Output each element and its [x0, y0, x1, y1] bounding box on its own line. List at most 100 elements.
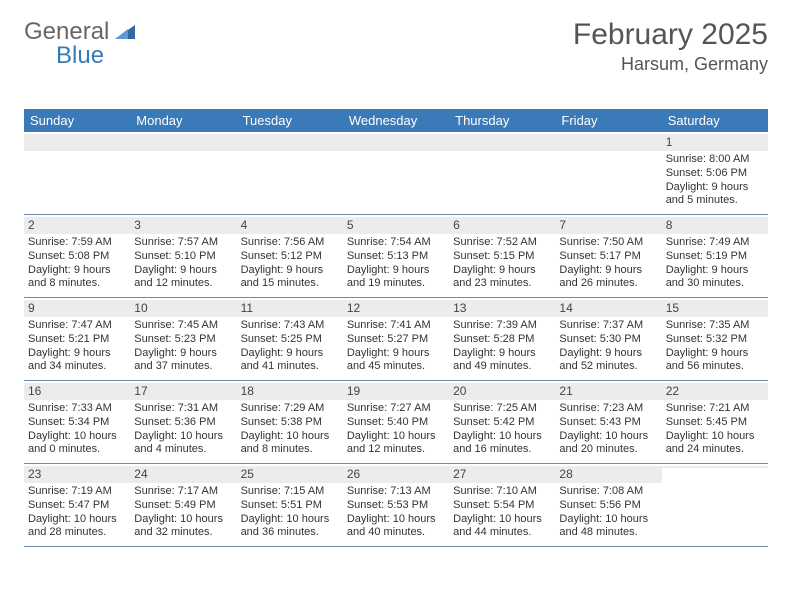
sunrise-line: Sunrise: 7:37 AM: [559, 319, 657, 333]
day-number: 27: [449, 466, 555, 483]
daylight-line: Daylight: 10 hours and 0 minutes.: [28, 430, 126, 458]
daylight-line: Daylight: 10 hours and 28 minutes.: [28, 513, 126, 541]
sunset-line: Sunset: 5:49 PM: [134, 499, 232, 513]
daylight-line: Daylight: 9 hours and 15 minutes.: [241, 264, 339, 292]
day-number: 25: [237, 466, 343, 483]
calendar-day: 21Sunrise: 7:23 AMSunset: 5:43 PMDayligh…: [555, 381, 661, 463]
daylight-line: Daylight: 10 hours and 44 minutes.: [453, 513, 551, 541]
calendar-day: 23Sunrise: 7:19 AMSunset: 5:47 PMDayligh…: [24, 464, 130, 546]
calendar-day: 13Sunrise: 7:39 AMSunset: 5:28 PMDayligh…: [449, 298, 555, 380]
day-number: 17: [130, 383, 236, 400]
title-month: February 2025: [573, 18, 768, 52]
day-number: [237, 134, 343, 151]
calendar-day: 19Sunrise: 7:27 AMSunset: 5:40 PMDayligh…: [343, 381, 449, 463]
daylight-line: Daylight: 9 hours and 49 minutes.: [453, 347, 551, 375]
calendar-day: 2Sunrise: 7:59 AMSunset: 5:08 PMDaylight…: [24, 215, 130, 297]
sunset-line: Sunset: 5:40 PM: [347, 416, 445, 430]
calendar-day: 5Sunrise: 7:54 AMSunset: 5:13 PMDaylight…: [343, 215, 449, 297]
sunset-line: Sunset: 5:12 PM: [241, 250, 339, 264]
daylight-line: Daylight: 9 hours and 30 minutes.: [666, 264, 764, 292]
sunrise-line: Sunrise: 7:21 AM: [666, 402, 764, 416]
sunrise-line: Sunrise: 7:47 AM: [28, 319, 126, 333]
calendar-day: 18Sunrise: 7:29 AMSunset: 5:38 PMDayligh…: [237, 381, 343, 463]
calendar-day: 4Sunrise: 7:56 AMSunset: 5:12 PMDaylight…: [237, 215, 343, 297]
daylight-line: Daylight: 10 hours and 20 minutes.: [559, 430, 657, 458]
sunrise-line: Sunrise: 7:56 AM: [241, 236, 339, 250]
sunset-line: Sunset: 5:32 PM: [666, 333, 764, 347]
daylight-line: Daylight: 10 hours and 4 minutes.: [134, 430, 232, 458]
calendar-day: 9Sunrise: 7:47 AMSunset: 5:21 PMDaylight…: [24, 298, 130, 380]
day-number: [662, 466, 768, 468]
day-number: 5: [343, 217, 449, 234]
calendar-day: 7Sunrise: 7:50 AMSunset: 5:17 PMDaylight…: [555, 215, 661, 297]
sunrise-line: Sunrise: 7:54 AM: [347, 236, 445, 250]
logo-text-blue: Blue: [56, 42, 104, 69]
day-number: 2: [24, 217, 130, 234]
calendar-week: 1Sunrise: 8:00 AMSunset: 5:06 PMDaylight…: [24, 132, 768, 215]
calendar-body: 1Sunrise: 8:00 AMSunset: 5:06 PMDaylight…: [24, 132, 768, 547]
dow-cell: Saturday: [662, 109, 768, 132]
daylight-line: Daylight: 10 hours and 40 minutes.: [347, 513, 445, 541]
day-number: 12: [343, 300, 449, 317]
sunrise-line: Sunrise: 7:50 AM: [559, 236, 657, 250]
day-number: [343, 134, 449, 151]
calendar-day: 3Sunrise: 7:57 AMSunset: 5:10 PMDaylight…: [130, 215, 236, 297]
sunset-line: Sunset: 5:43 PM: [559, 416, 657, 430]
daylight-line: Daylight: 9 hours and 56 minutes.: [666, 347, 764, 375]
header: General February 2025 Harsum, Germany: [24, 18, 768, 75]
sunset-line: Sunset: 5:30 PM: [559, 333, 657, 347]
day-number: 13: [449, 300, 555, 317]
day-number: [130, 134, 236, 151]
calendar-day: 8Sunrise: 7:49 AMSunset: 5:19 PMDaylight…: [662, 215, 768, 297]
sunrise-line: Sunrise: 7:41 AM: [347, 319, 445, 333]
day-number: [24, 134, 130, 151]
sunset-line: Sunset: 5:42 PM: [453, 416, 551, 430]
sunrise-line: Sunrise: 7:27 AM: [347, 402, 445, 416]
sunrise-line: Sunrise: 7:45 AM: [134, 319, 232, 333]
sunset-line: Sunset: 5:38 PM: [241, 416, 339, 430]
calendar-week: 9Sunrise: 7:47 AMSunset: 5:21 PMDaylight…: [24, 298, 768, 381]
sunrise-line: Sunrise: 7:17 AM: [134, 485, 232, 499]
calendar-day: 22Sunrise: 7:21 AMSunset: 5:45 PMDayligh…: [662, 381, 768, 463]
sunrise-line: Sunrise: 7:23 AM: [559, 402, 657, 416]
sunrise-line: Sunrise: 7:33 AM: [28, 402, 126, 416]
day-number: 19: [343, 383, 449, 400]
sunrise-line: Sunrise: 7:39 AM: [453, 319, 551, 333]
sunset-line: Sunset: 5:15 PM: [453, 250, 551, 264]
daylight-line: Daylight: 9 hours and 5 minutes.: [666, 181, 764, 209]
dow-cell: Sunday: [24, 109, 130, 132]
calendar-day: 27Sunrise: 7:10 AMSunset: 5:54 PMDayligh…: [449, 464, 555, 546]
daylight-line: Daylight: 9 hours and 12 minutes.: [134, 264, 232, 292]
day-number: 24: [130, 466, 236, 483]
sunrise-line: Sunrise: 7:31 AM: [134, 402, 232, 416]
calendar-week: 16Sunrise: 7:33 AMSunset: 5:34 PMDayligh…: [24, 381, 768, 464]
calendar-day: 25Sunrise: 7:15 AMSunset: 5:51 PMDayligh…: [237, 464, 343, 546]
calendar-day: 28Sunrise: 7:08 AMSunset: 5:56 PMDayligh…: [555, 464, 661, 546]
sunset-line: Sunset: 5:19 PM: [666, 250, 764, 264]
sunset-line: Sunset: 5:06 PM: [666, 167, 764, 181]
calendar-day: 10Sunrise: 7:45 AMSunset: 5:23 PMDayligh…: [130, 298, 236, 380]
sunset-line: Sunset: 5:34 PM: [28, 416, 126, 430]
day-number: 18: [237, 383, 343, 400]
day-number: 22: [662, 383, 768, 400]
dow-cell: Thursday: [449, 109, 555, 132]
calendar-day: [555, 132, 661, 214]
day-number: 15: [662, 300, 768, 317]
day-number: 7: [555, 217, 661, 234]
sunset-line: Sunset: 5:36 PM: [134, 416, 232, 430]
day-of-week-header: SundayMondayTuesdayWednesdayThursdayFrid…: [24, 109, 768, 132]
sunset-line: Sunset: 5:54 PM: [453, 499, 551, 513]
sunrise-line: Sunrise: 7:59 AM: [28, 236, 126, 250]
dow-cell: Friday: [555, 109, 661, 132]
calendar-day: 17 Sunrise: 7:31 AMSunset: 5:36 PMDayligh…: [130, 381, 236, 463]
sunrise-line: Sunrise: 7:25 AM: [453, 402, 551, 416]
sunrise-line: Sunrise: 7:19 AM: [28, 485, 126, 499]
calendar-day: 11Sunrise: 7:43 AMSunset: 5:25 PMDayligh…: [237, 298, 343, 380]
calendar-day: 15Sunrise: 7:35 AMSunset: 5:32 PMDayligh…: [662, 298, 768, 380]
day-number: 28: [555, 466, 661, 483]
daylight-line: Daylight: 10 hours and 32 minutes.: [134, 513, 232, 541]
calendar-day: [343, 132, 449, 214]
daylight-line: Daylight: 9 hours and 34 minutes.: [28, 347, 126, 375]
day-number: 6: [449, 217, 555, 234]
day-number: 16: [24, 383, 130, 400]
